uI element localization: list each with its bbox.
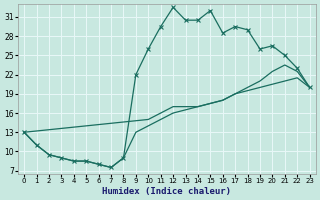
X-axis label: Humidex (Indice chaleur): Humidex (Indice chaleur) bbox=[102, 187, 231, 196]
